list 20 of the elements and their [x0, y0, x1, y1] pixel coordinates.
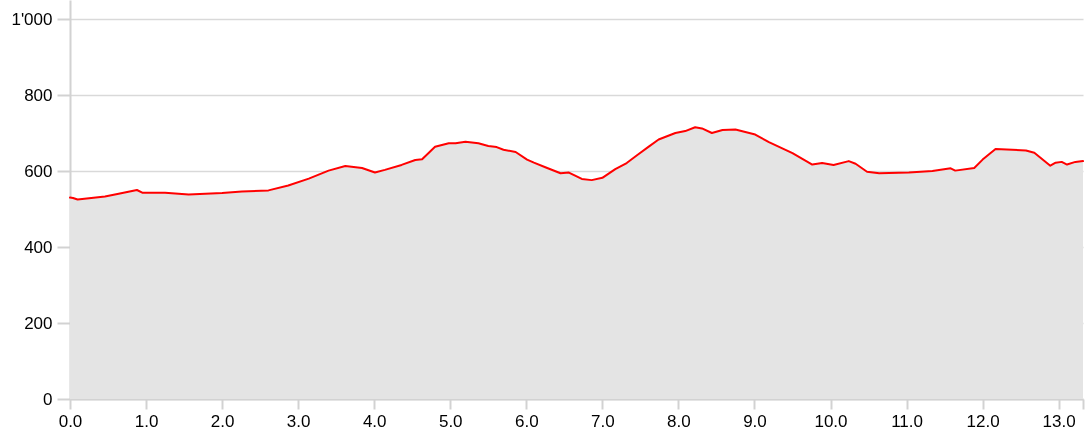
x-tick-label: 13.0 [1042, 411, 1076, 431]
y-tick-label: 1'000 [11, 9, 53, 29]
y-tick-label: 0 [43, 389, 53, 409]
x-tick-label: 9.0 [743, 411, 767, 431]
x-tick-label: 3.0 [286, 411, 311, 431]
x-tick-label: 1.0 [134, 411, 159, 431]
x-tick-label: 12.0 [966, 411, 1000, 431]
y-tick-label: 800 [24, 85, 53, 105]
x-tick-label: 6.0 [514, 411, 539, 431]
x-tick-label: 4.0 [362, 411, 387, 431]
x-tick-label: 5.0 [438, 411, 463, 431]
y-tick-label: 200 [24, 313, 53, 333]
x-tick-label: 2.0 [210, 411, 235, 431]
x-tick-label: 10.0 [814, 411, 848, 431]
x-tick-label: 11.0 [891, 411, 923, 431]
x-tick-label: 7.0 [591, 411, 615, 431]
y-tick-label: 600 [24, 161, 53, 181]
x-tick-label: 8.0 [667, 411, 691, 431]
x-tick-label: 0.0 [58, 411, 83, 431]
y-tick-label: 400 [24, 237, 53, 257]
